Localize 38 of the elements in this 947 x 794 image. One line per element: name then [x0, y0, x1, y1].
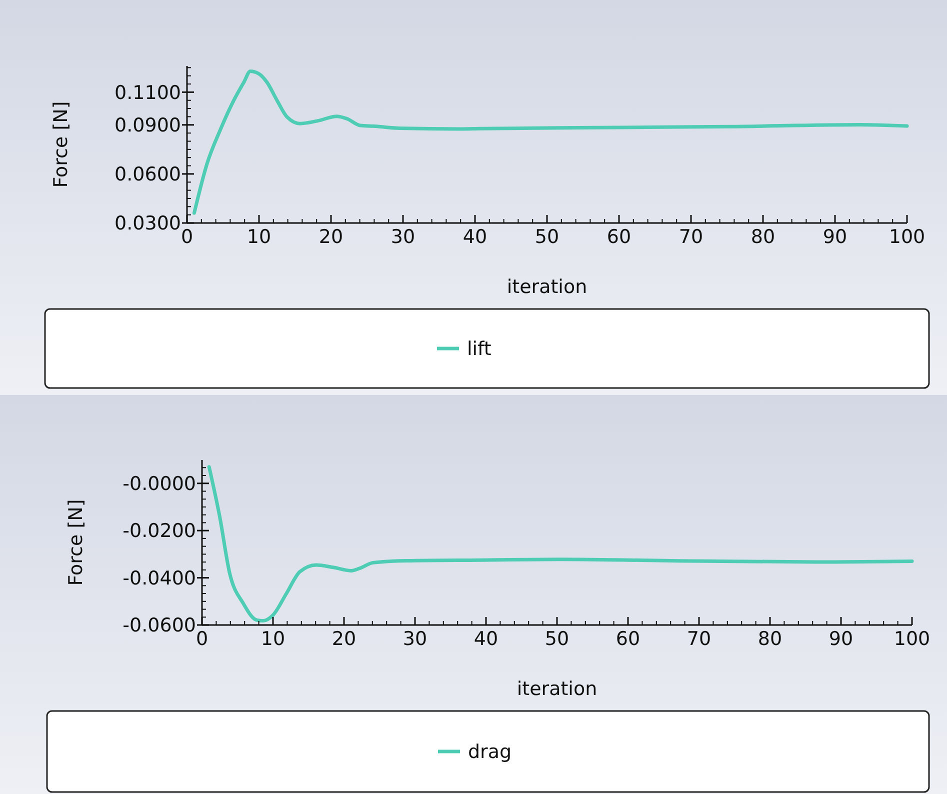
y-tick-label: -0.0600	[122, 614, 196, 637]
x-tick-label: 50	[544, 628, 570, 650]
x-tick-label: 10	[260, 628, 286, 650]
x-tick-label: 60	[606, 226, 632, 248]
x-tick-label: 90	[828, 628, 854, 650]
line-series	[192, 69, 909, 215]
x-tick-label: 70	[686, 628, 712, 650]
y-tick-label: 0.0600	[114, 164, 181, 186]
x-tick-label: 20	[318, 226, 344, 248]
y-tick-label: 0.0900	[114, 114, 181, 137]
y-tick-label: -0.0400	[122, 567, 196, 590]
x-tick-label: 0	[196, 628, 208, 650]
x-tick-label: 90	[822, 226, 848, 248]
x-axis-title: iteration	[516, 678, 598, 700]
x-tick-label: 50	[534, 226, 560, 248]
x-axis-title: iteration	[506, 276, 588, 298]
x-tick-label: 30	[390, 226, 416, 248]
x-tick-label: 40	[462, 226, 488, 248]
x-tick-label: 100	[888, 226, 926, 248]
x-tick-label: 0	[180, 226, 194, 248]
y-tick-label: 0.1100	[114, 82, 181, 104]
x-tick-label: 10	[246, 226, 272, 248]
y-tick-label: -0.0000	[122, 473, 196, 496]
x-tick-label: 80	[758, 628, 782, 650]
x-tick-label: 40	[474, 628, 498, 650]
legend-label: drag	[468, 741, 512, 764]
x-tick-label: 60	[616, 628, 640, 650]
x-tick-label: 20	[332, 628, 356, 650]
x-tick-label: 70	[678, 226, 704, 248]
x-tick-label: 80	[750, 226, 776, 248]
line-series	[207, 465, 914, 622]
legend-label: lift	[467, 338, 492, 360]
y-axis-title: Force [N]	[50, 101, 72, 188]
y-axis-title: Force [N]	[65, 499, 87, 586]
y-tick-label: -0.0200	[122, 520, 196, 542]
x-tick-label: 100	[894, 628, 930, 650]
y-tick-label: 0.0300	[114, 212, 181, 235]
x-tick-label: 30	[402, 628, 428, 650]
